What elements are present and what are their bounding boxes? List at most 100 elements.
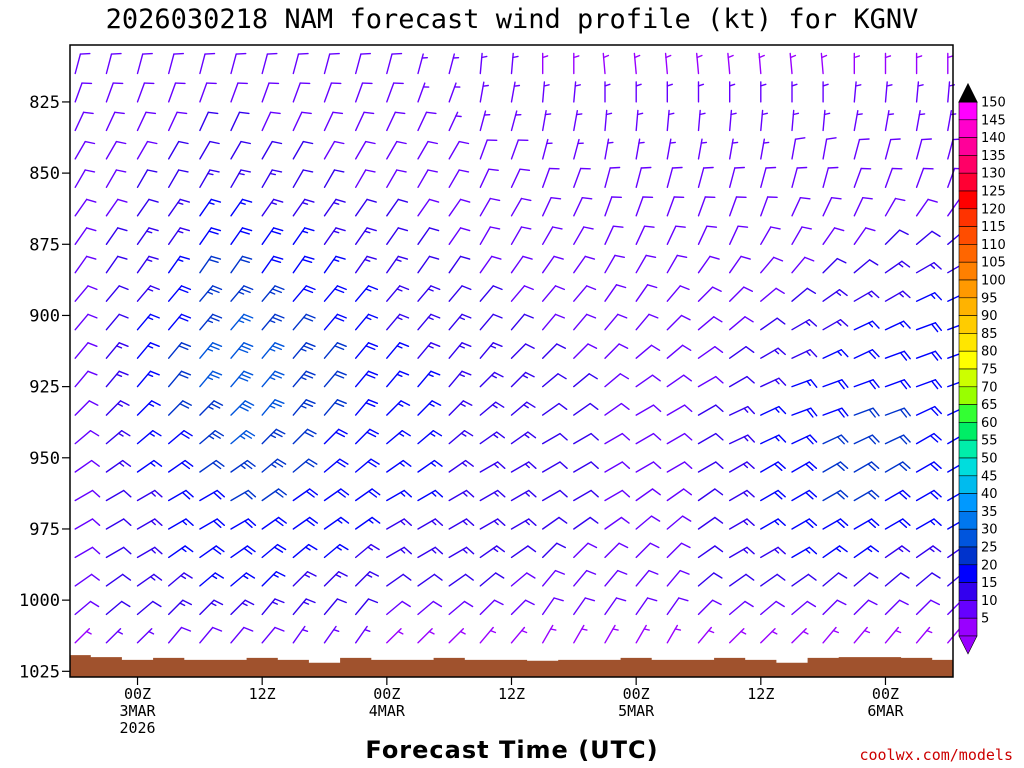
barb-full-feather — [183, 430, 193, 437]
wind-barb — [417, 546, 444, 559]
barb-full-feather — [153, 459, 163, 467]
barb-shaft — [448, 285, 463, 302]
barb-full-feather — [179, 227, 191, 232]
barb-full-feather — [371, 516, 381, 524]
wind-barb — [448, 111, 462, 132]
wind-barb — [697, 81, 705, 103]
barb-full-feather — [91, 489, 101, 498]
barb-full-feather — [929, 434, 939, 443]
wind-barb — [167, 459, 194, 473]
barb-half-feather — [336, 546, 342, 551]
barb-shaft — [417, 140, 429, 160]
barb-shaft — [573, 255, 586, 274]
wind-barb — [136, 169, 158, 189]
barb-half-feather — [742, 463, 749, 469]
barb-shaft — [510, 197, 523, 217]
wind-barb — [884, 407, 911, 418]
wind-barb — [573, 432, 599, 445]
wind-barb — [323, 82, 342, 103]
barb-full-feather — [615, 597, 627, 602]
barb-full-feather — [274, 370, 285, 376]
barb-shaft — [884, 138, 892, 160]
wind-barb — [355, 428, 379, 445]
barb-shaft — [74, 600, 92, 616]
barb-half-feather — [427, 345, 434, 349]
barb-full-feather — [683, 404, 693, 413]
barb-half-feather — [396, 316, 403, 321]
wind-barb — [292, 255, 315, 274]
wind-barb — [448, 370, 472, 388]
wind-barb — [199, 572, 225, 587]
barb-full-feather — [211, 370, 223, 376]
barb-half-feather — [522, 374, 529, 379]
barb-full-feather — [459, 227, 471, 232]
wind-barb — [479, 371, 504, 388]
barb-half-feather — [742, 520, 749, 526]
wind-barb — [199, 342, 223, 359]
barb-full-feather — [890, 138, 901, 141]
barb-shaft — [915, 461, 935, 473]
colorbar-swatch — [958, 101, 978, 121]
wind-barb — [542, 489, 568, 502]
barb-full-feather — [868, 259, 879, 266]
wind-barb — [199, 313, 223, 331]
wind-barb — [573, 285, 597, 302]
wind-barb — [199, 599, 224, 616]
wind-barb — [105, 169, 127, 189]
barb-full-feather — [274, 342, 285, 347]
barb-shaft — [791, 196, 802, 217]
wind-barb — [74, 342, 98, 359]
barb-full-feather — [239, 258, 251, 263]
barb-half-feather — [398, 432, 405, 437]
wind-barb — [947, 109, 957, 132]
wind-barb — [136, 342, 160, 359]
barb-full-feather — [526, 572, 536, 579]
wind-barb — [105, 111, 125, 132]
credit-link[interactable]: coolwx.com/models — [859, 746, 1013, 764]
barb-half-feather — [771, 630, 778, 635]
barb-shaft — [604, 109, 608, 132]
barb-full-feather — [645, 254, 657, 258]
barb-shaft — [230, 169, 242, 189]
barb-half-feather — [237, 291, 245, 295]
wind-barb — [602, 52, 610, 75]
barb-shaft — [791, 489, 810, 502]
wind-barb — [386, 285, 410, 302]
barb-full-feather — [365, 345, 376, 351]
barb-shaft — [167, 285, 183, 302]
barb-shaft — [666, 285, 681, 302]
barb-half-feather — [431, 520, 437, 526]
colorbar-swatch — [958, 439, 978, 459]
barb-shaft — [822, 257, 838, 274]
wind-barb — [355, 227, 377, 246]
wind-barb — [760, 628, 778, 644]
wind-barb — [604, 569, 628, 587]
barb-half-feather — [884, 55, 892, 59]
barb-full-feather — [211, 626, 223, 632]
barb-shaft — [323, 543, 341, 559]
wind-barb — [573, 516, 599, 530]
barb-full-feather — [898, 463, 908, 471]
barb-half-feather — [853, 55, 860, 59]
wind-barb — [199, 489, 226, 502]
barb-half-feather — [886, 84, 893, 87]
barb-shaft — [136, 600, 154, 616]
barb-half-feather — [575, 113, 583, 116]
barb-full-feather — [336, 399, 347, 404]
barb-full-feather — [399, 285, 410, 291]
barb-full-feather — [553, 597, 564, 602]
barb-full-feather — [621, 461, 631, 469]
barb-shaft — [323, 169, 336, 189]
wind-barb — [791, 287, 817, 302]
wind-barb — [604, 166, 621, 189]
barb-shaft — [292, 543, 310, 559]
barb-shaft — [105, 140, 118, 160]
barb-full-feather — [244, 599, 255, 606]
barb-full-feather — [274, 490, 284, 498]
wind-barb — [261, 82, 280, 103]
wind-barb — [729, 138, 739, 160]
barb-half-feather — [574, 84, 581, 87]
wind-barb — [292, 111, 312, 132]
barb-shaft — [479, 313, 494, 331]
colorbar-swatch — [958, 386, 978, 405]
